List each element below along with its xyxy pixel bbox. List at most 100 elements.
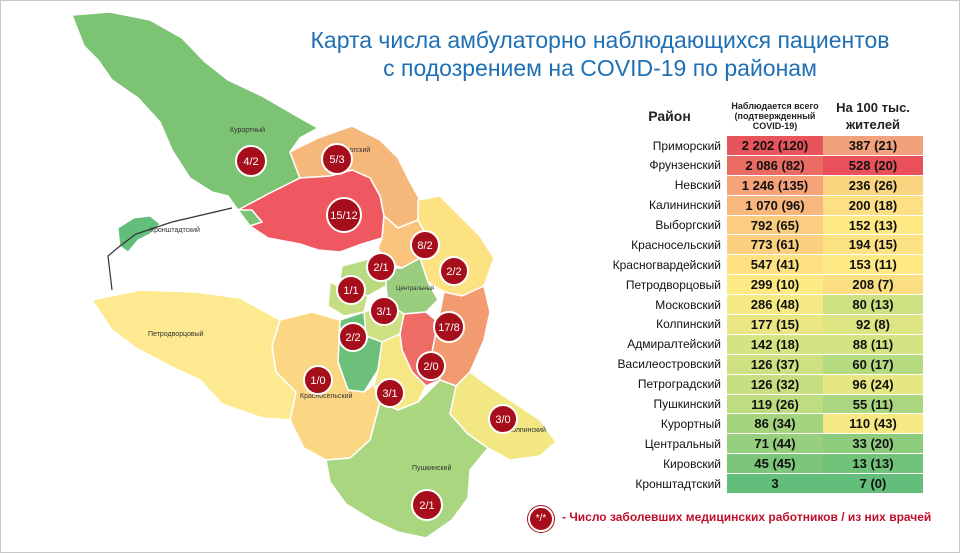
table-row: Петродворцовый 299 (10) 208 (7): [612, 274, 923, 296]
legend: */* - Число заболевших медицинских работ…: [528, 506, 948, 532]
label-kurortny: Курортный: [230, 126, 265, 134]
marker-kurortny: 4/2: [235, 145, 267, 177]
row-district-name: Кировский: [663, 456, 721, 471]
marker-primorsky-label: 15/12: [330, 210, 358, 222]
row-total-value: 45 (45): [727, 453, 823, 475]
row-total-value: 177 (15): [727, 314, 823, 335]
row-total-value: 286 (48): [727, 294, 823, 316]
row-per100k-value: 33 (20): [823, 433, 923, 455]
row-per100k-value: 528 (20): [823, 155, 923, 176]
row-per100k-value: 96 (24): [823, 374, 923, 395]
row-total-value: 792 (65): [727, 215, 823, 236]
marker-nevsky-label: 17/8: [438, 322, 459, 334]
marker-frunzensky-label: 2/0: [423, 361, 438, 373]
marker-moskovsky-label: 3/1: [382, 388, 397, 400]
row-district-name: Пушкинский: [653, 397, 722, 412]
row-total-value: 71 (44): [727, 433, 823, 455]
table-row: Петроградский 126 (32) 96 (24): [612, 374, 923, 395]
row-district-name: Адмиралтейский: [627, 337, 721, 352]
district-kronshtadtsky: [117, 215, 161, 253]
table-row: Выборгский 792 (65) 152 (13): [612, 215, 923, 236]
row-per100k-value: 200 (18): [823, 195, 923, 216]
row-per100k-value: 152 (13): [823, 215, 923, 236]
header-region: Район: [648, 108, 691, 124]
row-district-name: Красногвардейский: [612, 257, 721, 272]
row-district-name: Петродворцовый: [625, 277, 721, 292]
table-row: Центральный 71 (44) 33 (20): [612, 433, 923, 455]
row-per100k-value: 13 (13): [823, 453, 923, 475]
row-district-name: Выборгский: [655, 218, 721, 232]
table-row: Московский 286 (48) 80 (13): [612, 294, 923, 316]
table-row: Колпинский 177 (15) 92 (8): [612, 314, 923, 335]
table-row: Кронштадтский 3 7 (0): [612, 473, 923, 495]
marker-pushkinsky: 2/1: [411, 489, 443, 521]
row-total-value: 773 (61): [727, 234, 823, 256]
label-pushkinsky: Пушкинский: [412, 464, 451, 472]
row-total-value: 126 (37): [727, 354, 823, 375]
district-map: Курортный Выборгский Кронштадтский Петро…: [70, 11, 558, 539]
marker-krasnogvardeisky-label: 2/2: [446, 266, 461, 278]
row-district-name: Невский: [674, 178, 721, 193]
district-petrodvortsovy: [90, 289, 297, 421]
marker-frunzensky: 2/0: [416, 351, 446, 381]
row-total-value: 142 (18): [727, 334, 823, 355]
row-total-value: 2 086 (82): [727, 155, 823, 176]
row-per100k-value: 194 (15): [823, 234, 923, 256]
row-per100k-value: 7 (0): [823, 473, 923, 495]
title-line-1: Карта числа амбулаторно наблюдающихся па…: [310, 27, 890, 53]
row-district-name: Красносельский: [631, 237, 721, 252]
table-body: Приморский 2 202 (120) 387 (21) Фрунзенский…: [612, 136, 923, 495]
row-district-name: Петроградский: [637, 377, 721, 392]
table-row: Кировский 45 (45) 13 (13): [612, 453, 923, 475]
marker-petrogradsky-label: 2/1: [373, 262, 388, 274]
row-district-name: Центральный: [644, 436, 721, 451]
marker-krasnogvardeisky: 2/2: [439, 256, 469, 286]
marker-moskovsky: 3/1: [375, 378, 405, 408]
table-row: Красногвардейский 547 (41) 153 (11): [612, 254, 923, 276]
table-header-row: Район Наблюдается всего (подтвержденный …: [612, 96, 923, 136]
marker-kolpinsky-label: 3/0: [495, 414, 510, 426]
row-per100k-value: 60 (17): [823, 354, 923, 375]
district-centralny: [385, 256, 439, 315]
row-per100k-value: 110 (43): [823, 413, 923, 435]
table-row: Калининский 1 070 (96) 200 (18): [612, 195, 923, 216]
marker-kirovsky-label: 2/2: [345, 332, 360, 344]
row-per100k-value: 153 (11): [823, 254, 923, 276]
row-per100k-value: 236 (26): [823, 175, 923, 196]
row-per100k-value: 387 (21): [823, 136, 923, 156]
table-row: Адмиралтейский 142 (18) 88 (11): [612, 334, 923, 355]
label-kolpinsky: Колпинский: [508, 426, 546, 434]
table-row: Фрунзенский 2 086 (82) 528 (20): [612, 155, 923, 176]
marker-kolpinsky: 3/0: [488, 404, 518, 434]
district-pushkinsky: [325, 379, 490, 539]
table-row: Василеостровский 126 (37) 60 (17): [612, 354, 923, 375]
row-total-value: 126 (32): [727, 374, 823, 395]
row-total-value: 1 070 (96): [727, 195, 823, 216]
row-total-value: 2 202 (120): [727, 136, 823, 156]
row-per100k-value: 208 (7): [823, 274, 923, 296]
row-district-name: Кронштадтский: [635, 476, 721, 491]
marker-vyborgsky: 5/3: [321, 143, 353, 175]
marker-nevsky: 17/8: [433, 311, 465, 343]
row-district-name: Василеостровский: [617, 357, 721, 372]
row-total-value: 86 (34): [727, 413, 823, 435]
legend-text: - Число заболевших медицинских работнико…: [562, 510, 932, 524]
title-line-2: с подозрением на COVID-19 по районам: [383, 55, 817, 81]
marker-petrodvortsovy: 1/0: [303, 365, 333, 395]
header-per100k: На 100 тыс. жителей: [836, 100, 910, 132]
flood-barrier-line: [107, 207, 233, 291]
marker-vyborgsky-label: 5/3: [329, 154, 344, 166]
row-per100k-value: 80 (13): [823, 294, 923, 316]
marker-vasileostrovsky: 1/1: [336, 275, 366, 305]
row-district-name: Курортный: [660, 416, 721, 431]
table-row: Курортный 86 (34) 110 (43): [612, 413, 923, 435]
marker-primorsky: 15/12: [326, 197, 362, 233]
marker-admiralteysky: 3/1: [369, 296, 399, 326]
legend-marker: */*: [528, 506, 554, 532]
marker-kalininsky: 8/2: [410, 230, 440, 260]
header-total: Наблюдается всего (подтвержденный COVID-…: [731, 101, 819, 131]
marker-kirovsky: 2/2: [338, 322, 368, 352]
table-row: Пушкинский 119 (26) 55 (11): [612, 394, 923, 415]
marker-kurortny-label: 4/2: [243, 156, 258, 168]
table-row: Невский 1 246 (135) 236 (26): [612, 175, 923, 196]
